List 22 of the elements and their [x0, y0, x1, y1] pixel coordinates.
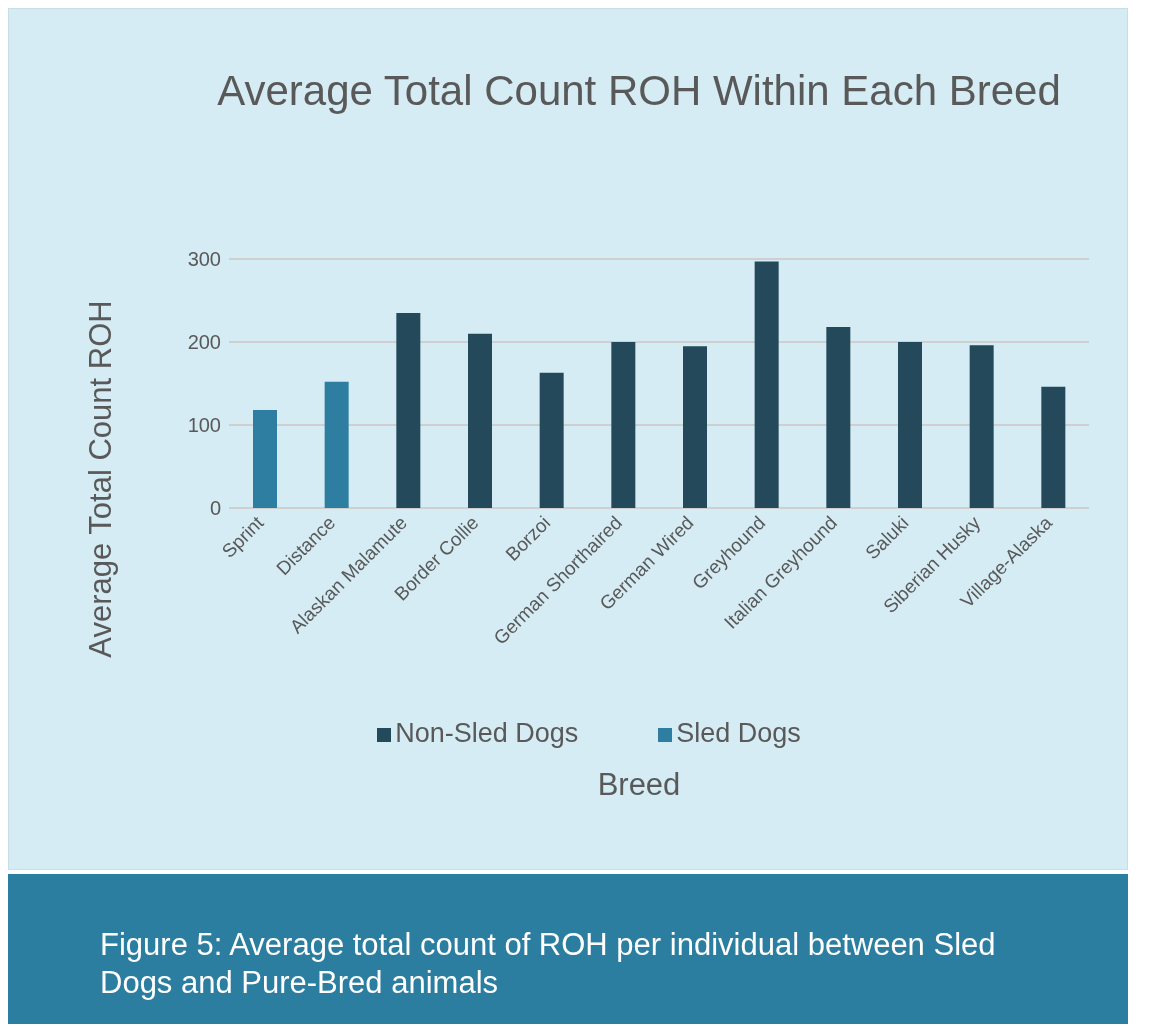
bar [396, 312, 421, 508]
bar [826, 327, 851, 508]
bar [898, 342, 922, 508]
y-tick-label: 200 [187, 331, 221, 354]
bar [683, 346, 707, 508]
y-tick-label: 300 [187, 248, 221, 271]
bar [253, 410, 277, 508]
bar [1041, 386, 1066, 508]
y-axis-title: Average Total Count ROH [83, 300, 119, 658]
y-tick-label: 100 [187, 414, 221, 437]
bar [754, 261, 779, 508]
bar [324, 381, 349, 508]
bar [468, 333, 492, 508]
chart-title: Average Total Count ROH Within Each Breed [216, 67, 1062, 115]
y-tick-label: 0 [209, 497, 221, 520]
x-axis-title: Breed [596, 767, 682, 803]
bar [539, 372, 564, 508]
legend-label: Sled Dogs [676, 718, 801, 748]
caption: Figure 5: Average total count of ROH per individual between Sled Dogs and Pure-Bred animals [100, 926, 997, 1002]
bar [969, 345, 994, 508]
bar [611, 342, 636, 508]
legend-label: Non-Sled Dogs [395, 718, 579, 748]
